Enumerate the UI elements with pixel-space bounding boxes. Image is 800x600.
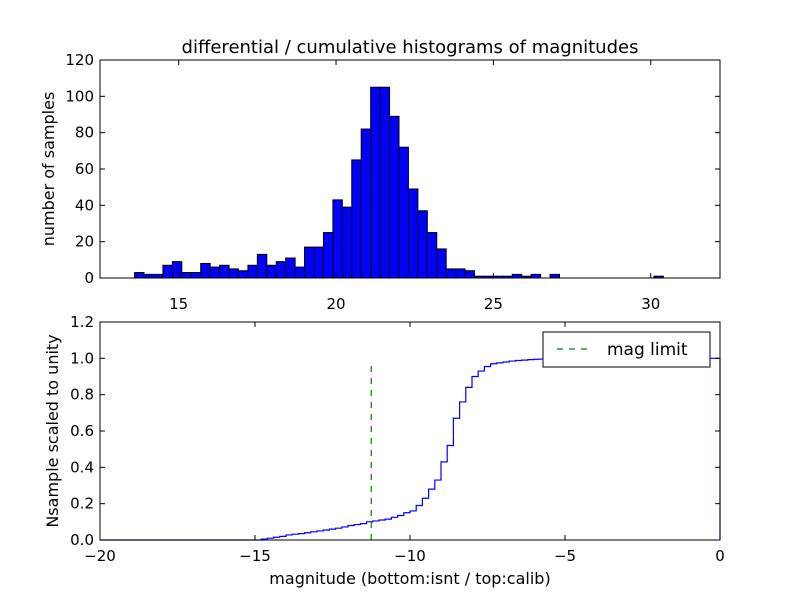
histogram-bars	[134, 86, 664, 279]
histogram-bar	[228, 268, 239, 279]
histogram-bar	[171, 261, 183, 279]
top-y-tick-label: 40	[75, 196, 94, 214]
cumulative-histogram-panel: −20 −15 −10 −5 0 0.0 0.2 0.4 0.6 0.8 1.0 1.2 magnit…	[43, 313, 725, 588]
bottom-x-axis-label: magnitude (bottom:isnt / top:calib)	[269, 569, 550, 588]
histogram-bar	[464, 270, 476, 279]
bottom-y-tick-label: 0.2	[70, 495, 94, 513]
histogram-bar	[209, 266, 221, 279]
chart-legend: mag limit	[542, 331, 711, 368]
bottom-x-tick-label: −20	[84, 547, 116, 565]
bottom-x-tick-label: −5	[554, 547, 576, 565]
bottom-x-tick-label: −10	[394, 547, 426, 565]
histogram-bar	[445, 268, 457, 279]
histogram-bar	[341, 206, 353, 279]
bottom-y-tick-label: 0.8	[70, 386, 94, 404]
histogram-bar	[200, 262, 211, 279]
bottom-y-axis-label: Nsample scaled to unity	[43, 334, 62, 527]
histogram-bar	[379, 86, 391, 279]
histogram-bar	[181, 272, 192, 279]
top-y-tick-label: 100	[65, 87, 94, 105]
top-plot-frame	[99, 59, 721, 279]
histogram-bar	[285, 257, 296, 279]
histogram-bar	[351, 159, 362, 279]
top-y-tick-label: 20	[75, 233, 94, 251]
histogram-bar	[313, 246, 324, 279]
cumulative-step-line	[100, 357, 721, 541]
histogram-bar	[426, 232, 438, 279]
top-y-tick-label: 0	[84, 269, 94, 287]
top-y-tick-label: 120	[65, 51, 94, 69]
histogram-bar	[190, 272, 202, 279]
bottom-y-tick-label: 0.6	[70, 422, 94, 440]
histogram-bar	[237, 270, 249, 279]
bottom-x-tick-label: −15	[239, 547, 271, 565]
histogram-bar	[322, 232, 334, 279]
top-x-tick-label: 25	[484, 295, 503, 313]
histogram-bar	[370, 86, 381, 279]
histogram-bar	[304, 246, 315, 279]
histogram-bar	[332, 199, 343, 279]
bottom-y-tick-label: 1.2	[70, 313, 94, 331]
histogram-bar	[294, 266, 306, 279]
histogram-bar	[219, 264, 230, 279]
histogram-bar	[398, 146, 409, 279]
histogram-bar	[275, 261, 287, 279]
top-x-tick-label: 30	[641, 295, 660, 313]
bottom-plot-frame	[99, 321, 721, 541]
histogram-bar	[455, 268, 466, 279]
cumulative-lines	[100, 357, 721, 541]
histogram-bar	[417, 210, 428, 279]
histogram-bar	[266, 264, 277, 279]
histogram-bar	[134, 272, 145, 279]
differential-histogram-panel: 15 20 25 30 0 20 40 60 80 100 120 number of sample…	[39, 51, 721, 313]
bottom-y-tick-label: 1.0	[70, 349, 94, 367]
histogram-bar	[549, 273, 560, 279]
bottom-y-tick-label: 0.4	[70, 458, 94, 476]
top-y-tick-label: 60	[75, 160, 94, 178]
top-x-tick-label: 20	[326, 295, 345, 313]
bottom-x-tick-label: 0	[715, 547, 725, 565]
top-y-axis-label: number of samples	[39, 92, 58, 247]
chart-title: differential / cumulative histograms of …	[182, 37, 639, 58]
histogram-bar	[162, 264, 173, 279]
legend-label: mag limit	[607, 340, 688, 360]
histogram-bar	[153, 273, 164, 279]
histogram-bar	[143, 273, 155, 279]
histogram-bar	[530, 273, 542, 279]
top-x-tick-label: 15	[169, 295, 188, 313]
histogram-bar	[389, 115, 400, 279]
histogram-bar	[407, 188, 419, 279]
histogram-bar	[360, 128, 372, 279]
histogram-bar	[256, 253, 268, 279]
bottom-y-tick-label: 0.0	[70, 531, 94, 549]
top-y-tick-label: 80	[75, 124, 94, 142]
histogram-bar	[511, 273, 523, 279]
histogram-bar	[436, 248, 447, 279]
histogram-bar	[247, 264, 258, 279]
top-axis-ticks: 15 20 25 30 0 20 40 60 80 100 120	[65, 51, 720, 313]
